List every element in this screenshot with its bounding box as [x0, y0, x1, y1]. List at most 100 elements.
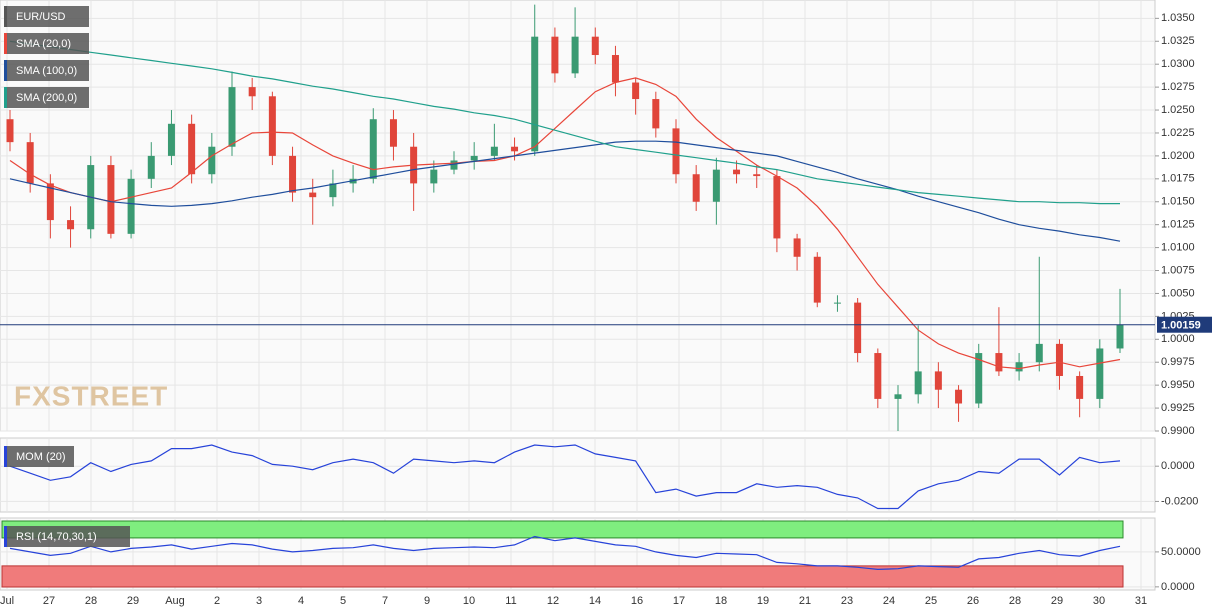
legend-label: RSI (14,70,30,1) [16, 531, 97, 543]
x-tick-label: 24 [883, 595, 895, 607]
indicator-line [9, 40, 1120, 205]
x-tick-label: 21 [799, 595, 811, 607]
legend-box [4, 446, 74, 467]
y-tick-label: 1.0225 [1161, 127, 1195, 139]
y-tick-label: 0.9900 [1161, 425, 1195, 437]
y-tick-label: 0.9925 [1161, 402, 1195, 414]
candle-body [107, 165, 115, 234]
legend-swatch [4, 33, 7, 54]
candle-body [1076, 375, 1084, 399]
y-tick-label: 1.0150 [1161, 196, 1195, 208]
x-tick-label: 23 [841, 595, 853, 607]
candle-body [1055, 343, 1063, 376]
candle-body [854, 302, 862, 354]
candle-body [813, 256, 821, 303]
y-tick-label: 1.0125 [1161, 219, 1195, 231]
legend-box [4, 526, 130, 547]
x-tick-label: 17 [673, 595, 685, 607]
x-tick-label: 19 [757, 595, 769, 607]
candle-body [1116, 324, 1124, 349]
candle-body [955, 389, 963, 404]
y-tick-label: 0.9975 [1161, 356, 1195, 368]
legend-label: SMA (200,0) [16, 92, 77, 104]
legend-swatch [4, 526, 7, 547]
x-tick-label: 28 [1009, 595, 1021, 607]
candle-body [450, 160, 458, 170]
overbought-band [1, 520, 1124, 539]
y-tick-label: 1.0250 [1161, 104, 1195, 116]
legend-swatch [4, 446, 7, 467]
x-tick-label: Aug [165, 595, 185, 607]
candle-body [268, 96, 276, 156]
candle-body [571, 36, 579, 74]
candle-body [369, 119, 377, 179]
x-tick-label: 27 [43, 595, 55, 607]
legend-label: MOM (20) [16, 451, 66, 463]
y-tick-label: 50.0000 [1161, 546, 1201, 558]
mom-panel [0, 437, 1156, 513]
candle-body [1015, 362, 1023, 372]
x-tick-label: 26 [967, 595, 979, 607]
candle-body [228, 87, 236, 147]
candle-body [632, 82, 640, 100]
x-tick-label: 29 [127, 595, 139, 607]
x-tick-label: 18 [715, 595, 727, 607]
candle-body [914, 371, 922, 395]
candle-body [975, 353, 983, 404]
candle-body [511, 146, 519, 152]
candle-body [611, 55, 619, 83]
y-tick-label: 0.0000 [1161, 460, 1195, 472]
y-tick-label: 0.0000 [1161, 581, 1195, 593]
last-price-label: 1.00159 [1161, 320, 1201, 332]
candle-body [652, 99, 660, 129]
candle-body [1096, 348, 1104, 399]
candle-body [591, 36, 599, 56]
candle-body [531, 36, 539, 152]
y-tick-label: -0.0200 [1161, 495, 1198, 507]
candle-body [208, 146, 216, 175]
x-tick-label: 25 [925, 595, 937, 607]
candle-body [874, 353, 882, 399]
x-tick-label: Jul [0, 595, 14, 607]
y-tick-label: 1.0175 [1161, 173, 1195, 185]
y-tick-label: 1.0100 [1161, 242, 1195, 254]
candle-body [1035, 343, 1043, 363]
legend-box [4, 87, 89, 108]
x-tick-label: 12 [547, 595, 559, 607]
candle-body [712, 169, 720, 202]
x-tick-label: 29 [1051, 595, 1063, 607]
x-tick-label: 28 [85, 595, 97, 607]
last-price-box [1157, 316, 1212, 333]
candle-body [470, 155, 478, 161]
y-tick-label: 1.0200 [1161, 150, 1195, 162]
y-tick-label: 1.0350 [1161, 12, 1195, 24]
candle-body [309, 192, 317, 198]
candle-body [289, 155, 297, 193]
candle-body [894, 394, 902, 399]
candle-body [26, 142, 34, 184]
candle-body [167, 123, 175, 156]
candle-body [773, 176, 781, 239]
indicator-line [9, 535, 1121, 571]
candle-body [753, 174, 761, 177]
x-tick-label: 2 [214, 595, 220, 607]
candle-body [127, 178, 135, 234]
y-tick-label: 1.0050 [1161, 287, 1195, 299]
candle-body [6, 119, 14, 143]
candle-body [389, 119, 397, 147]
legend-box [4, 6, 89, 27]
candle-body [672, 128, 680, 175]
candle-body [551, 36, 559, 74]
candle-body [490, 146, 498, 156]
candle-body [793, 238, 801, 257]
watermark: FXSTREET [14, 380, 168, 411]
candle-body [833, 302, 841, 304]
x-tick-label: 7 [382, 595, 388, 607]
indicator-line [9, 77, 1121, 370]
x-tick-label: 14 [589, 595, 601, 607]
legend-box [4, 60, 89, 81]
x-tick-label: 5 [340, 595, 346, 607]
legend-swatch [4, 87, 7, 108]
oversold-band [1, 565, 1124, 588]
